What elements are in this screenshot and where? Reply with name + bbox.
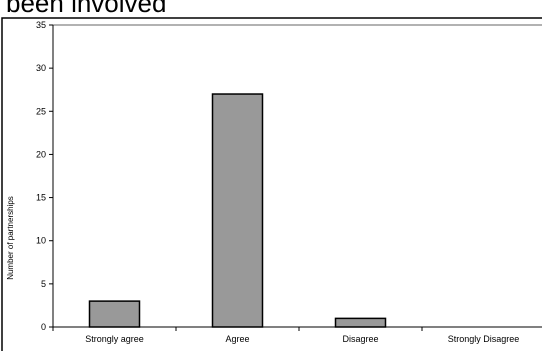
- y-tick-label: 10: [36, 236, 46, 246]
- bar-agree: [211, 93, 264, 328]
- x-category-label: Agree: [225, 334, 249, 344]
- plot-area: 0 5 10 15 20 25 30 35 Strongly agree Agree Disagre…: [36, 20, 542, 344]
- page-title-fragment: been involved: [6, 0, 166, 18]
- y-tick-label: 35: [36, 20, 46, 30]
- y-tick-label: 30: [36, 63, 46, 73]
- x-category-label: Strongly Disagree: [448, 334, 520, 344]
- y-tick-label: 25: [36, 106, 46, 116]
- y-tick-label: 20: [36, 149, 46, 159]
- bar-disagree: [334, 317, 387, 328]
- bar-strongly-agree: [88, 300, 141, 328]
- x-category-label: Strongly agree: [85, 334, 144, 344]
- chart-frame: [1, 17, 542, 356]
- y-tick-label: 15: [36, 193, 46, 203]
- y-axis-title: Number of partnerships: [6, 196, 15, 280]
- y-tick-label: 5: [41, 279, 46, 289]
- x-category-label: Disagree: [342, 334, 378, 344]
- y-tick-label: 0: [41, 322, 46, 332]
